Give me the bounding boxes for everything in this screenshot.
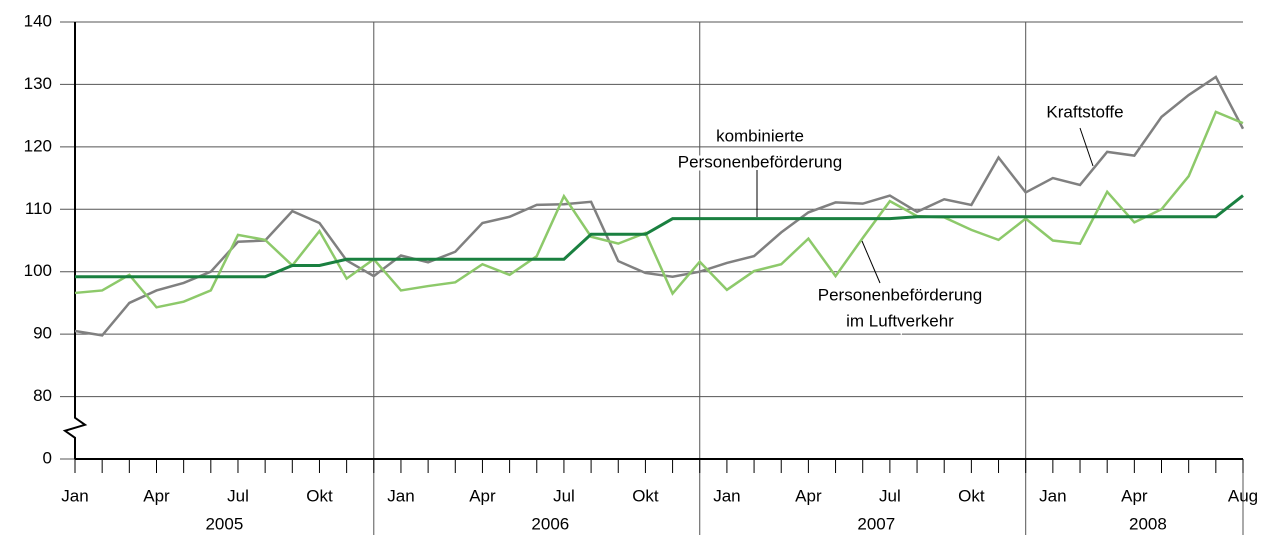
x-tick-label: Apr — [143, 486, 170, 505]
x-tick-label: Jul — [227, 486, 249, 505]
year-label: 2007 — [857, 514, 895, 533]
x-tick-label: Jul — [879, 486, 901, 505]
label-leader — [1079, 127, 1094, 167]
series-line — [75, 194, 1244, 279]
y-tick-label: 130 — [24, 74, 52, 93]
x-tick-label: Apr — [795, 486, 822, 505]
y-tick-label: 100 — [24, 261, 52, 280]
y-tick-label: 0 — [43, 448, 52, 467]
series-label: im Luftverkehr — [846, 311, 954, 330]
x-tick-label: Okt — [632, 486, 659, 505]
label-leader — [861, 240, 881, 284]
x-tick-label: Aug — [1228, 486, 1258, 505]
year-label: 2005 — [205, 514, 243, 533]
x-tick-label: Jan — [387, 486, 414, 505]
series-label: kombinierte — [716, 126, 804, 145]
series-label: Personenbeförderung — [678, 152, 842, 171]
y-tick-label: 110 — [25, 199, 52, 218]
year-label: 2006 — [531, 514, 569, 533]
x-tick-label: Jan — [61, 486, 88, 505]
series-line — [74, 75, 1245, 337]
x-tick-label: Jan — [713, 486, 740, 505]
y-tick-label: 80 — [33, 386, 52, 405]
y-tick-label: 120 — [24, 136, 52, 155]
x-tick-label: Apr — [469, 486, 496, 505]
y-tick-label: 140 — [24, 11, 52, 30]
x-tick-label: Okt — [958, 486, 985, 505]
series-line — [74, 110, 1244, 309]
x-tick-label: Jul — [553, 486, 575, 505]
series-label: Kraftstoffe — [1046, 102, 1123, 121]
year-label: 2008 — [1129, 514, 1167, 533]
y-tick-label: 90 — [33, 324, 52, 343]
y-axis — [62, 22, 88, 459]
x-tick-label: Jan — [1039, 486, 1066, 505]
x-tick-label: Okt — [306, 486, 333, 505]
series-label: Personenbeförderung — [818, 285, 982, 304]
x-tick-label: Apr — [1121, 486, 1148, 505]
